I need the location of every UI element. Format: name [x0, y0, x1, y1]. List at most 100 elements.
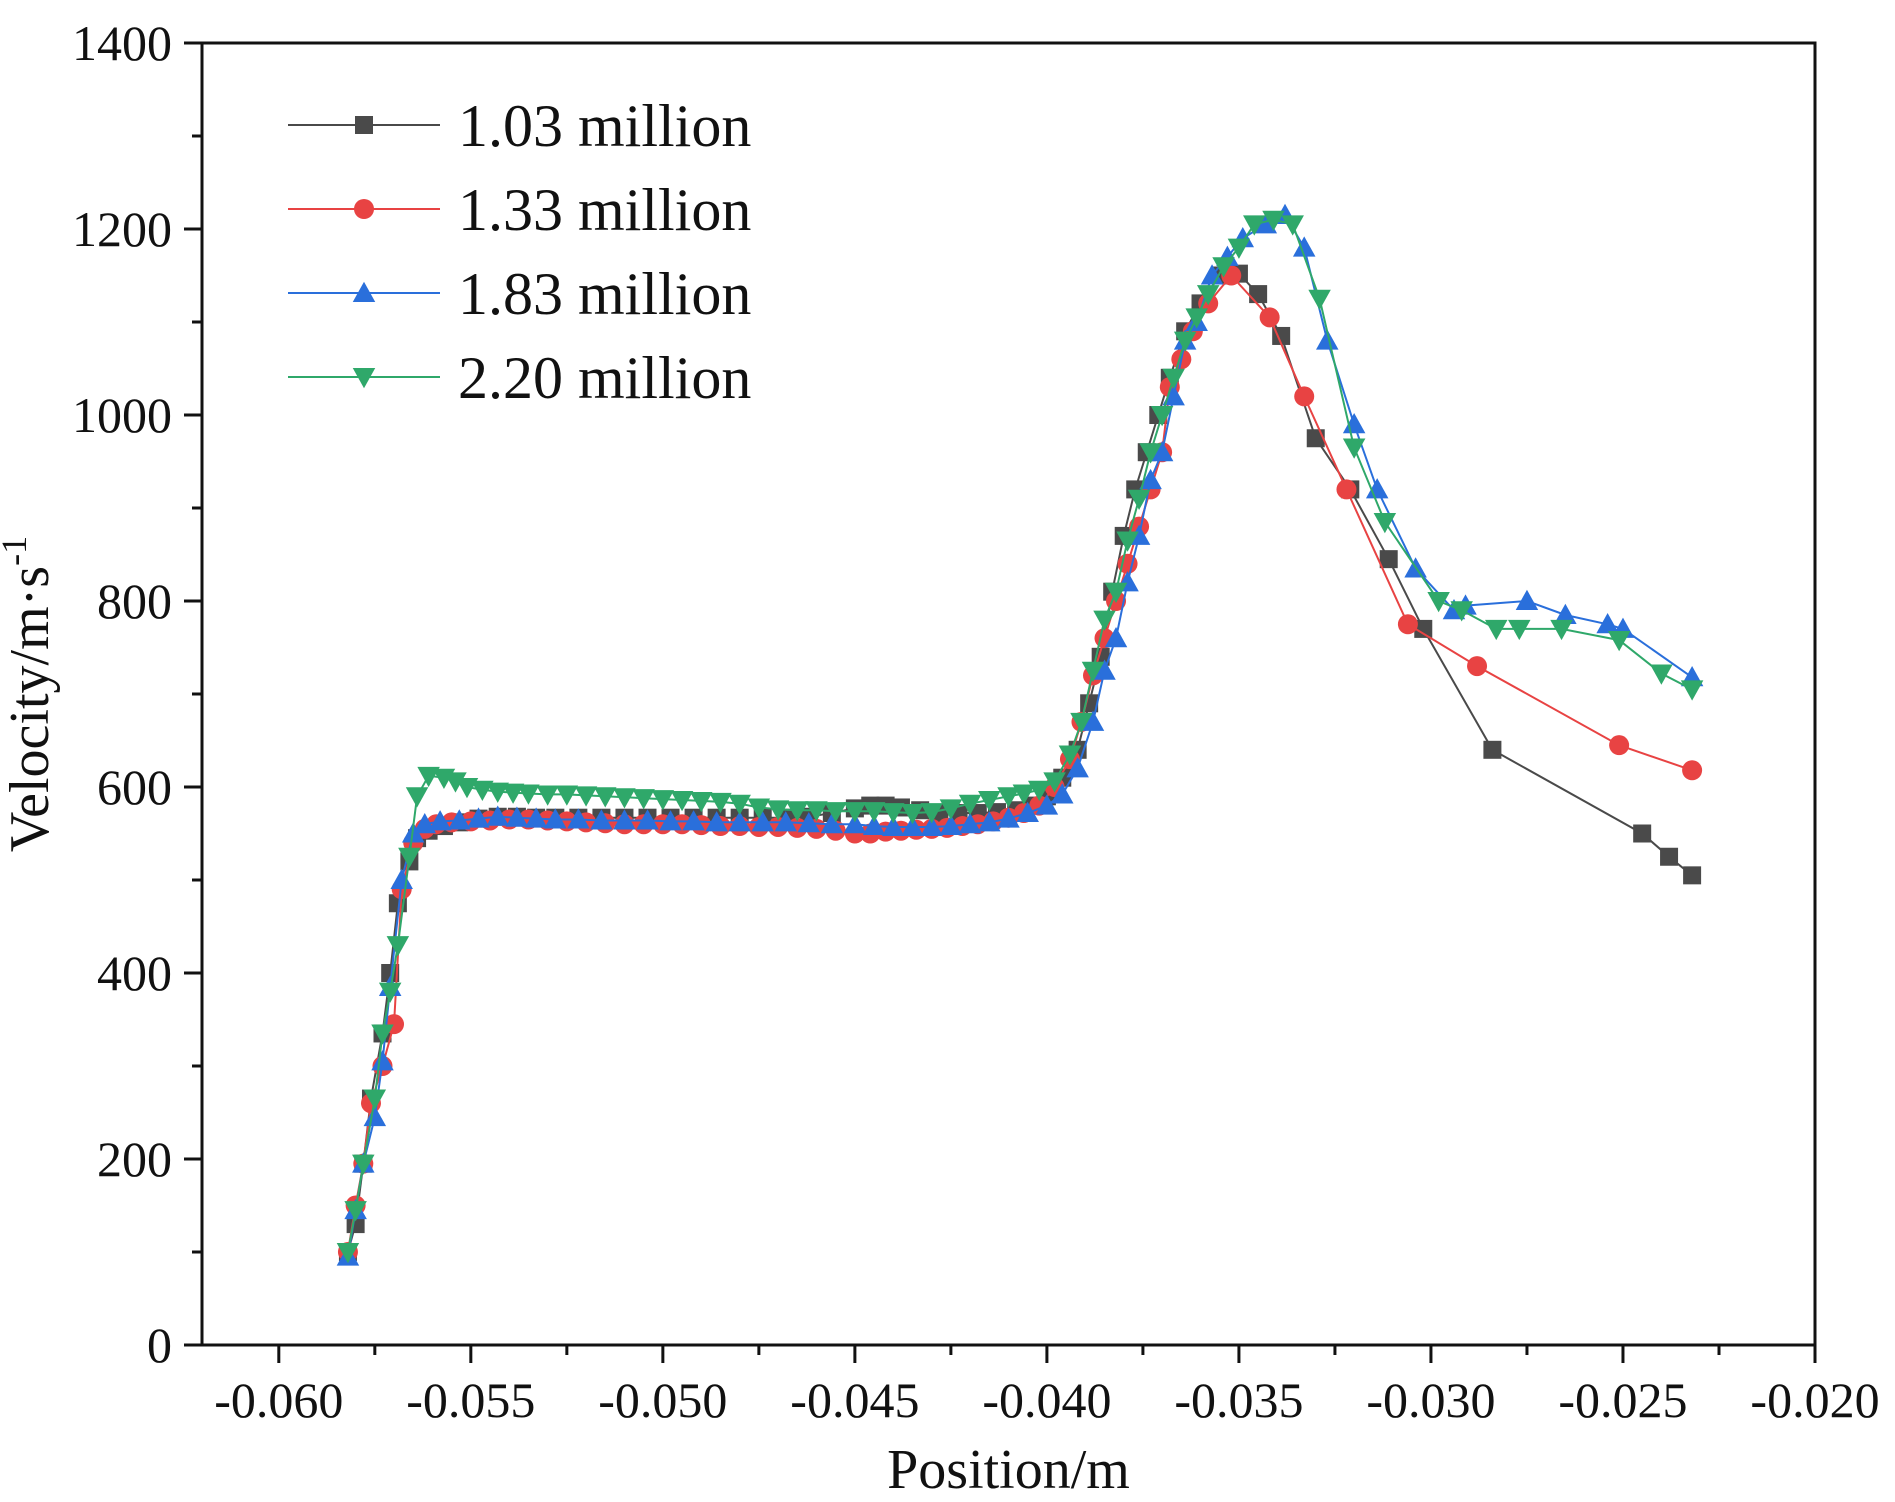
data-point [797, 812, 821, 833]
data-point [1515, 589, 1539, 610]
legend-label: 1.33 million [458, 177, 751, 243]
y-tick-label: 1400 [72, 15, 172, 71]
legend-entry: 1.83 million [288, 261, 751, 327]
data-point [1483, 740, 1502, 759]
x-tick-label: -0.045 [790, 1372, 919, 1428]
data-point [1607, 631, 1631, 652]
data-point [1306, 429, 1325, 448]
y-tick-label: 1200 [72, 201, 172, 257]
data-point [786, 801, 809, 822]
x-tick-label: -0.055 [406, 1372, 535, 1428]
data-point [555, 785, 579, 806]
data-point [428, 810, 452, 831]
data-point [344, 1201, 367, 1222]
data-point [517, 784, 540, 805]
x-tick-label: -0.060 [214, 1372, 343, 1428]
data-point [939, 799, 963, 820]
data-point [1292, 236, 1316, 257]
x-tick-label: -0.030 [1366, 1372, 1495, 1428]
series-4 [336, 210, 1704, 1264]
data-point [1259, 307, 1280, 328]
data-point [939, 814, 963, 836]
data-point [613, 809, 636, 830]
data-point [1373, 512, 1397, 534]
data-point [1467, 656, 1488, 677]
data-point [1104, 626, 1128, 648]
data-point [709, 792, 732, 814]
data-point [659, 810, 682, 831]
data-point [1093, 610, 1116, 631]
data-point [774, 811, 798, 832]
legend-label: 2.20 million [458, 345, 751, 411]
legend-label: 1.83 million [458, 261, 751, 327]
data-point [1051, 783, 1074, 804]
data-point [1093, 659, 1116, 680]
data-point [1035, 794, 1059, 815]
data-point [997, 787, 1020, 808]
data-point [843, 802, 867, 823]
y-tick-label: 400 [97, 945, 172, 1001]
data-point [997, 807, 1020, 828]
x-tick-label: -0.050 [598, 1372, 727, 1428]
data-point [1680, 680, 1704, 701]
data-point [1379, 550, 1398, 569]
legend-marker [355, 116, 373, 134]
data-point [448, 809, 471, 830]
data-point [862, 802, 886, 823]
series-3 [336, 203, 1704, 1266]
data-point [820, 812, 844, 834]
data-point [766, 800, 790, 821]
y-tick-label: 200 [97, 1131, 172, 1187]
data-point [1427, 592, 1450, 613]
y-tick-label: 600 [97, 759, 172, 815]
data-point [398, 847, 421, 868]
data-point [901, 815, 924, 836]
data-point [574, 786, 598, 807]
data-point [486, 782, 509, 803]
data-point [1365, 478, 1389, 499]
data-point [920, 815, 943, 836]
data-point [1173, 331, 1197, 352]
data-point [501, 783, 525, 804]
data-point [843, 812, 867, 834]
data-point [444, 772, 467, 793]
data-point [751, 811, 774, 832]
data-point [1316, 329, 1339, 350]
data-point [544, 808, 567, 829]
data-point [467, 807, 490, 828]
data-point [690, 791, 713, 813]
data-point [1116, 531, 1139, 552]
data-point [651, 790, 675, 811]
data-point [670, 791, 694, 812]
data-point [371, 1024, 394, 1045]
data-point [1650, 664, 1673, 685]
data-point [1294, 386, 1315, 407]
data-point [363, 1105, 387, 1127]
data-point [471, 780, 494, 802]
series-layer [336, 203, 1704, 1266]
data-point [1308, 289, 1331, 310]
data-point [1162, 368, 1185, 390]
data-point [1104, 582, 1128, 603]
data-point [1397, 614, 1418, 635]
data-point [1081, 661, 1105, 682]
data-point [1249, 285, 1268, 304]
data-point [613, 788, 636, 809]
data-point [567, 808, 590, 829]
data-point [371, 1050, 394, 1071]
data-point [978, 811, 1001, 832]
data-point [958, 812, 982, 834]
data-point [705, 811, 728, 832]
y-tick-label: 0 [147, 1317, 172, 1373]
data-point [1484, 619, 1508, 641]
data-point [920, 803, 943, 824]
data-point [1139, 468, 1162, 490]
data-point [1058, 745, 1082, 766]
data-point [901, 804, 924, 825]
data-point [1150, 440, 1174, 462]
data-point [1609, 735, 1630, 756]
legend-entry: 1.03 million [288, 93, 751, 159]
data-point [882, 815, 905, 836]
data-point [747, 798, 771, 819]
